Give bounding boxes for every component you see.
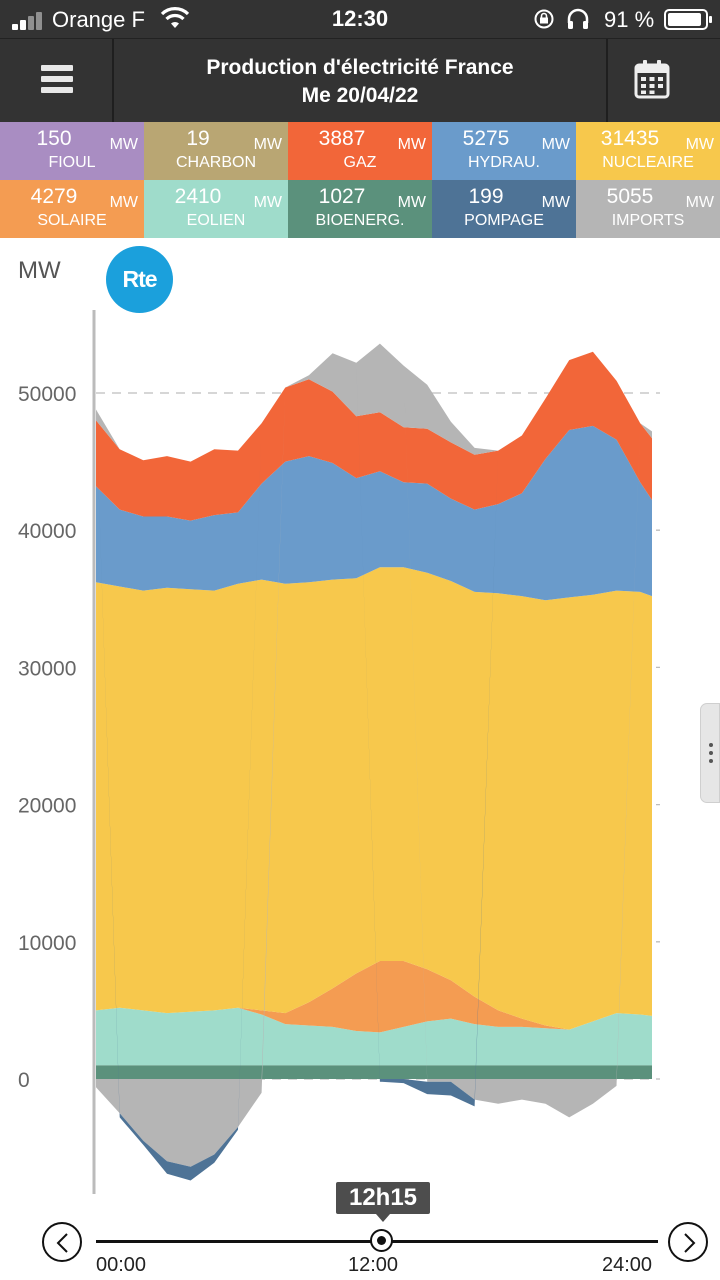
area-hydrau: [96, 425, 652, 601]
tile-charbon[interactable]: 19 MW CHARBON: [144, 122, 288, 180]
next-day-button[interactable]: [668, 1222, 708, 1262]
tile-unit: MW: [109, 194, 138, 211]
tile-nucleaire[interactable]: 31435 MW NUCLEAIRE: [576, 122, 720, 180]
tile-unit: MW: [685, 136, 714, 153]
tile-label: CHARBON: [175, 154, 256, 171]
tile-unit: MW: [541, 136, 570, 153]
status-bar: Orange F 12:30 91 %: [0, 0, 720, 38]
tile-hydraulique[interactable]: 5275 MW HYDRAU.: [432, 122, 576, 180]
timeline-end-label: 24:00: [602, 1254, 653, 1276]
area-gaz: [96, 351, 652, 521]
y-tick-label: 50000: [18, 383, 76, 406]
tile-label: IMPORTS: [611, 212, 685, 229]
signal-icon: [12, 10, 46, 30]
tile-label: POMPAGE: [464, 212, 544, 229]
timeline-start-label: 00:00: [96, 1254, 147, 1276]
tile-label: NUCLEAIRE: [602, 154, 694, 171]
y-tick-label: 10000: [18, 932, 76, 955]
rotation-lock-icon: [534, 9, 554, 29]
headphones-icon: [567, 8, 589, 29]
clock: 12:30: [331, 6, 389, 31]
tile-value: 19: [186, 127, 210, 150]
title-date: Me 20/04/22: [301, 84, 419, 107]
app-header: Production d'électricité France Me 20/04…: [0, 38, 720, 123]
side-drawer-handle[interactable]: [700, 703, 720, 803]
tile-label: SOLAIRE: [37, 212, 107, 229]
battery-icon: [664, 9, 712, 30]
y-tick-label: 40000: [18, 520, 76, 543]
carrier-name: Orange F: [52, 7, 145, 32]
tile-solaire[interactable]: 4279 MW SOLAIRE: [0, 180, 144, 238]
y-tick-label: 20000: [18, 795, 76, 818]
tile-value: 150: [36, 127, 72, 150]
tile-unit: MW: [253, 194, 282, 211]
tile-label: HYDRAU.: [467, 154, 540, 171]
tile-value: 199: [468, 185, 504, 208]
tile-value: 31435: [600, 127, 660, 150]
current-time-tag: 12h15: [336, 1182, 430, 1222]
area-bioenerg: [96, 1065, 652, 1079]
tile-value: 5055: [606, 185, 654, 208]
area-nucleaire: [96, 567, 652, 1030]
tile-unit: MW: [685, 194, 714, 211]
hamburger-icon: [41, 65, 73, 71]
page-title: Production d'électricité France Me 20/04…: [116, 39, 604, 123]
tile-eolien[interactable]: 2410 MW EOLIEN: [144, 180, 288, 238]
area-exports: [96, 343, 652, 1167]
calendar-icon: [634, 60, 670, 99]
tile-label: BIOENERG.: [315, 212, 405, 229]
tile-pompage[interactable]: 199 MW POMPAGE: [432, 180, 576, 238]
tile-fioul[interactable]: 150 MW FIOUL: [0, 122, 144, 180]
tile-label: EOLIEN: [186, 212, 246, 229]
tile-value: 3887: [318, 127, 366, 150]
area-solaire: [96, 961, 652, 1033]
battery-percent: 91 %: [604, 7, 655, 32]
tile-unit: MW: [109, 136, 138, 153]
y-axis-unit-label: MW: [18, 257, 61, 284]
area-imports: [96, 343, 652, 462]
wifi-icon: [160, 7, 190, 28]
tile-value: 5275: [462, 127, 510, 150]
chevron-left-icon: [56, 1233, 68, 1253]
calendar-button[interactable]: [606, 39, 720, 123]
tile-label: FIOUL: [48, 154, 96, 171]
production-chart[interactable]: MW 50000 40000 30000 20000 10000 0 Rte: [0, 238, 720, 1200]
tile-bioenergies[interactable]: 1027 MW BIOENERG.: [288, 180, 432, 238]
previous-day-button[interactable]: [42, 1222, 82, 1262]
area-eolien: [96, 1007, 652, 1066]
tile-unit: MW: [397, 136, 426, 153]
timeline: 12h15 00:00 12:00 24:00: [0, 1180, 720, 1280]
tile-unit: MW: [541, 194, 570, 211]
current-time-label: 12h15: [348, 1184, 418, 1211]
tile-gaz[interactable]: 3887 MW GAZ: [288, 122, 432, 180]
timeline-slider-knob[interactable]: [369, 1229, 393, 1252]
stacked-area-chart: MW 50000 40000 30000 20000 10000 0: [18, 257, 660, 1194]
energy-tiles: 150 MW FIOUL 19 MW CHARBON 3887 MW GAZ 5…: [0, 122, 720, 238]
tile-unit: MW: [253, 136, 282, 153]
tile-imports[interactable]: 5055 MW IMPORTS: [576, 180, 720, 238]
y-tick-label: 30000: [18, 657, 76, 680]
timeline-mid-label: 12:00: [348, 1254, 399, 1276]
y-tick-label: 0: [18, 1069, 30, 1092]
title-line1: Production d'électricité France: [206, 56, 514, 79]
tile-label: GAZ: [343, 154, 377, 171]
menu-button[interactable]: [0, 39, 114, 123]
rte-logo: Rte: [106, 246, 173, 313]
tile-unit: MW: [397, 194, 426, 211]
tile-value: 4279: [30, 185, 78, 208]
tile-value: 2410: [174, 185, 222, 208]
tile-value: 1027: [318, 185, 366, 208]
chevron-right-icon: [684, 1233, 696, 1253]
